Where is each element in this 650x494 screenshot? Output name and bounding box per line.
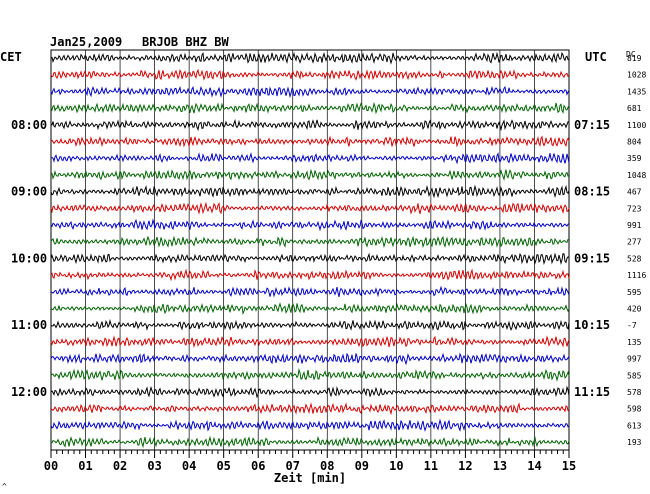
seismic-trace: [50, 435, 570, 449]
utc-hour-label: 07:15: [574, 118, 610, 132]
seismic-trace: [50, 285, 570, 298]
dc-offset-label: 613: [627, 421, 642, 430]
seismic-trace: [50, 118, 570, 132]
label-group: 00 01 02 03 04 05 06 07 08 09 10 11 12 13 14 15 819 1028 1…: [11, 54, 646, 473]
seismic-trace: [50, 68, 570, 81]
trace-group: [50, 51, 570, 449]
x-tick-label: 09: [355, 459, 369, 473]
dc-offset-label: 991: [627, 221, 642, 230]
dc-offset-label: 193: [627, 438, 642, 447]
x-tick-label: 10: [389, 459, 403, 473]
right-zone-label: UTC: [585, 50, 607, 64]
x-tick-label: 15: [562, 459, 576, 473]
dc-offset-label: 359: [627, 154, 642, 163]
seismic-trace: [50, 135, 570, 148]
dc-offset-label: 1028: [627, 71, 646, 80]
cet-hour-label: 08:00: [11, 118, 47, 132]
dc-offset-label: 595: [627, 288, 642, 297]
dc-offset-label: 585: [627, 371, 642, 380]
seismic-trace: [50, 201, 570, 215]
x-tick-label: 02: [113, 459, 127, 473]
x-tick-label: 03: [147, 459, 161, 473]
dc-offset-label: -7: [627, 321, 637, 330]
dc-offset-label: 681: [627, 104, 642, 113]
seismic-trace: [50, 402, 570, 416]
x-tick-label: 06: [251, 459, 265, 473]
seismic-trace: [50, 218, 570, 232]
seismic-trace: [50, 168, 570, 182]
seismic-trace: [50, 184, 570, 199]
dc-offset-label: 1435: [627, 87, 646, 96]
x-tick-label: 01: [78, 459, 92, 473]
seismic-trace: [50, 252, 570, 266]
seismic-trace: [50, 268, 570, 282]
left-zone-label: CET: [0, 50, 22, 64]
seismic-trace: [50, 367, 570, 382]
x-tick-label: 00: [44, 459, 58, 473]
x-axis-label: Zeit [min]: [274, 471, 346, 485]
seismic-trace: [50, 302, 570, 316]
x-tick-label: 11: [424, 459, 438, 473]
utc-hour-label: 11:15: [574, 385, 610, 399]
dc-offset-label: 135: [627, 338, 642, 347]
seismic-trace: [50, 385, 570, 399]
dc-offset-label: 578: [627, 388, 642, 397]
x-tick-label: 12: [458, 459, 472, 473]
corner-mark: ^: [2, 482, 7, 491]
dc-offset-label: 1116: [627, 271, 646, 280]
dc-offset-label: 528: [627, 254, 642, 263]
cet-hour-label: 11:00: [11, 318, 47, 332]
dc-offset-label: 1048: [627, 171, 646, 180]
x-tick-label: 14: [527, 459, 541, 473]
dc-offset-label: 819: [627, 54, 642, 63]
utc-hour-label: 09:15: [574, 251, 610, 265]
dc-offset-label: 420: [627, 305, 642, 314]
utc-hour-label: 10:15: [574, 318, 610, 332]
dc-offset-label: 598: [627, 405, 642, 414]
seismic-trace: [50, 85, 570, 99]
cet-hour-label: 09:00: [11, 185, 47, 199]
cet-hour-label: 12:00: [11, 385, 47, 399]
utc-hour-label: 08:15: [574, 185, 610, 199]
seismic-trace: [50, 352, 570, 366]
x-tick-label: 05: [216, 459, 230, 473]
chart-station: BRJOB BHZ BW: [142, 35, 229, 49]
dc-offset-label: 997: [627, 355, 642, 364]
x-tick-label: 07: [286, 459, 300, 473]
seismic-trace: [50, 235, 570, 249]
seismic-trace: [50, 318, 570, 331]
plot-grid: [50, 49, 570, 458]
dc-offset-label: 723: [627, 204, 642, 213]
seismic-trace: [50, 151, 570, 165]
seismic-trace: [50, 51, 570, 65]
chart-date: Jan25,2009: [50, 35, 122, 49]
x-tick-label: 08: [320, 459, 334, 473]
dc-offset-label: 804: [627, 138, 642, 147]
dc-offset-label: 277: [627, 238, 642, 247]
x-tick-label: 04: [182, 459, 196, 473]
cet-hour-label: 10:00: [11, 251, 47, 265]
dc-header: DC: [626, 50, 636, 59]
seismic-trace: [50, 418, 570, 432]
x-tick-label: 13: [493, 459, 507, 473]
dc-offset-label: 467: [627, 188, 642, 197]
dc-offset-label: 1100: [627, 121, 646, 130]
seismic-trace: [50, 101, 570, 115]
seismic-trace: [50, 335, 570, 349]
